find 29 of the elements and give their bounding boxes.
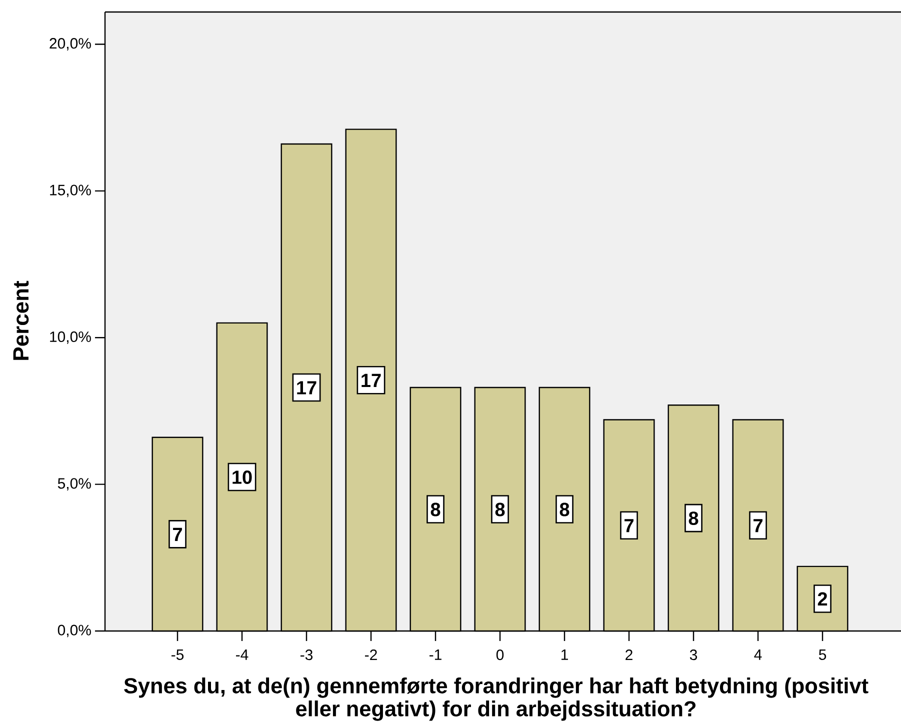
x-axis-title: Synes du, at de(n) gennemførte forandringer har haft betydning (positivt eller negativt) for din arbejdssituation?: [124, 678, 868, 721]
x-tick-label: -4: [236, 650, 248, 660]
data-label: 17: [297, 381, 316, 394]
data-label: 8: [560, 502, 570, 516]
x-tick-label: -5: [172, 650, 184, 660]
x-tick-label: 4: [754, 650, 762, 660]
data-label: 7: [624, 519, 634, 532]
x-tick-label: -2: [365, 650, 377, 660]
data-label: 7: [173, 528, 182, 541]
data-label: 2: [818, 592, 828, 606]
x-tick-label: 3: [690, 650, 698, 660]
data-label: 17: [362, 374, 381, 387]
x-tick-label: 5: [818, 650, 826, 660]
x-tick-label: 2: [626, 650, 632, 660]
y-tick-label: 5,0%: [58, 478, 91, 490]
y-tick-label: 15,0%: [50, 184, 91, 198]
data-label: 10: [232, 470, 252, 484]
x-tick-label: -3: [300, 650, 313, 660]
x-tick-label: -1: [430, 650, 442, 660]
y-tick-label: 10,0%: [50, 331, 91, 344]
data-label: 7: [754, 519, 762, 532]
data-label: 8: [688, 512, 698, 526]
y-tick-label: 20,0%: [50, 38, 91, 50]
data-label: 8: [430, 502, 440, 516]
y-tick-label: 0,0%: [58, 624, 91, 638]
data-label: 8: [495, 502, 505, 516]
y-axis-title: Percent: [13, 280, 29, 360]
x-tick-label: 1: [561, 650, 568, 660]
x-tick-label: 0: [496, 650, 504, 660]
